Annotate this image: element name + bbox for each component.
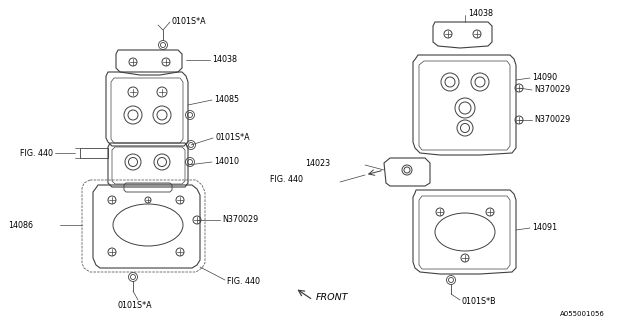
- Text: FIG. 440: FIG. 440: [227, 276, 260, 285]
- Text: FIG. 440: FIG. 440: [20, 148, 53, 157]
- Text: FRONT: FRONT: [316, 292, 349, 301]
- Text: 0101S*A: 0101S*A: [118, 300, 152, 309]
- Text: N370029: N370029: [534, 85, 570, 94]
- Text: 0101S*B: 0101S*B: [462, 297, 497, 306]
- Text: N370029: N370029: [222, 215, 259, 225]
- Text: 14010: 14010: [214, 156, 239, 165]
- Text: 14090: 14090: [532, 73, 557, 82]
- Text: 14091: 14091: [532, 222, 557, 231]
- Text: 0101S*A: 0101S*A: [215, 132, 250, 141]
- Text: A055001056: A055001056: [560, 311, 605, 317]
- Text: 14085: 14085: [214, 94, 239, 103]
- Text: FIG. 440: FIG. 440: [270, 175, 303, 185]
- Text: 14086: 14086: [8, 220, 33, 229]
- Text: N370029: N370029: [534, 116, 570, 124]
- Text: 14023: 14023: [305, 158, 330, 167]
- Text: 0101S*A: 0101S*A: [172, 17, 207, 26]
- Text: 14038: 14038: [468, 9, 493, 18]
- Text: 14038: 14038: [212, 55, 237, 65]
